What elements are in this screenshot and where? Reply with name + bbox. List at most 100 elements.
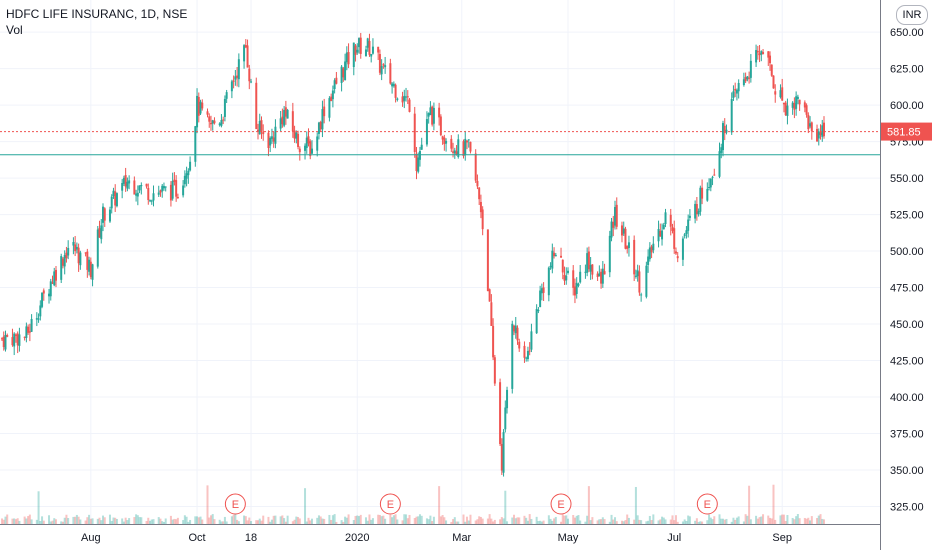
volume-bar [403,514,406,524]
candle-body [647,256,650,265]
volume-bar [718,514,721,524]
candle-body [267,132,270,148]
candle-body [135,193,138,196]
candle-body [659,230,662,237]
candle-body [450,138,453,149]
volume-bar [128,518,131,524]
volume-bar [695,518,698,524]
candle-body [769,55,772,64]
candle-body [784,102,787,116]
volume-bar [746,515,749,524]
candle-body [721,123,724,151]
candle-body [257,129,260,132]
volume-bar [115,518,118,524]
earnings-marker-icon[interactable] [224,493,246,515]
price-tick-label: 600.00 [890,100,924,112]
candle-body [798,99,801,105]
candle-body [453,150,456,154]
volume-bar [601,517,604,524]
volume-bar [734,519,737,524]
earnings-marker-icon[interactable] [696,493,718,515]
volume-bar [469,514,472,524]
candle-body [525,357,528,359]
volume-bar [525,517,528,524]
candle-body [603,271,606,275]
candle-body [699,187,702,212]
candle-body [737,82,740,92]
candle-body [147,187,150,201]
candle-body [803,102,806,108]
candle-body [42,290,45,294]
candle-body [638,271,641,293]
volume-bar [586,515,589,524]
candle-body [98,228,101,238]
candle-body [748,77,751,79]
earnings-marker-label: E [387,499,394,511]
candle-body [535,309,538,334]
volume-bar [255,520,258,524]
volume-bar [354,515,357,524]
candle-body [403,95,406,101]
candle-body [772,75,775,89]
candle-body [114,191,117,206]
candle-body [208,116,211,122]
candle-body [673,228,676,249]
candle-body [23,336,26,338]
candle-body [169,184,172,201]
candle-body [565,275,568,281]
volume-bar [213,519,216,524]
volume-bar [779,515,782,524]
candle-body [610,221,613,238]
candle-body [429,107,432,116]
earnings-marker-icon[interactable] [379,493,401,515]
volume-bar [243,515,246,524]
candle-body [295,132,298,139]
volume-bar [821,518,824,524]
price-tick-label: 375.00 [890,429,924,441]
volume-bar [74,516,77,524]
time-tick-label: 2020 [345,532,369,544]
volume-label[interactable]: Vol [6,23,23,37]
earnings-marker-icon[interactable] [550,493,572,515]
candle-body [392,83,395,87]
volume-bar [230,516,233,524]
candle-body [234,76,237,80]
volume-bar [145,521,148,524]
candle-body [481,209,484,230]
volume-bar [669,519,672,524]
candle-body [197,96,200,116]
time-axis[interactable]: Aug Oct 18 2020 Mar May Jul Sep [81,532,792,544]
volume-bar [54,519,57,524]
volume-bar [627,517,630,524]
volume-bar [662,517,665,524]
candle-body [291,111,294,132]
candle-body [347,52,350,65]
currency-button[interactable]: INR [896,5,928,25]
candle-body [124,175,127,187]
volume-bar [676,521,679,524]
volume-bar [91,518,94,524]
volume-bar [429,515,432,524]
candle-body [67,247,70,256]
symbol-title[interactable]: HDFC LIFE INSURANC, 1D, NSE [6,7,188,21]
candle-body [307,136,310,144]
volume-bar [713,516,716,524]
candle-body [274,126,277,144]
volume-bar [809,520,812,524]
volume-bar [35,519,38,524]
candle-body [74,244,77,252]
candle-body [25,326,28,338]
candle-body [742,79,745,86]
candle-body [445,141,448,144]
volume-bar [420,515,423,524]
candle-body [122,177,125,184]
candle-body [755,50,758,63]
candle-body [279,118,282,129]
candle-body [518,341,521,349]
volume-bar [701,521,704,524]
time-tick-label: Aug [81,532,101,544]
volume-bar [307,517,310,524]
volume-bar [465,516,468,524]
